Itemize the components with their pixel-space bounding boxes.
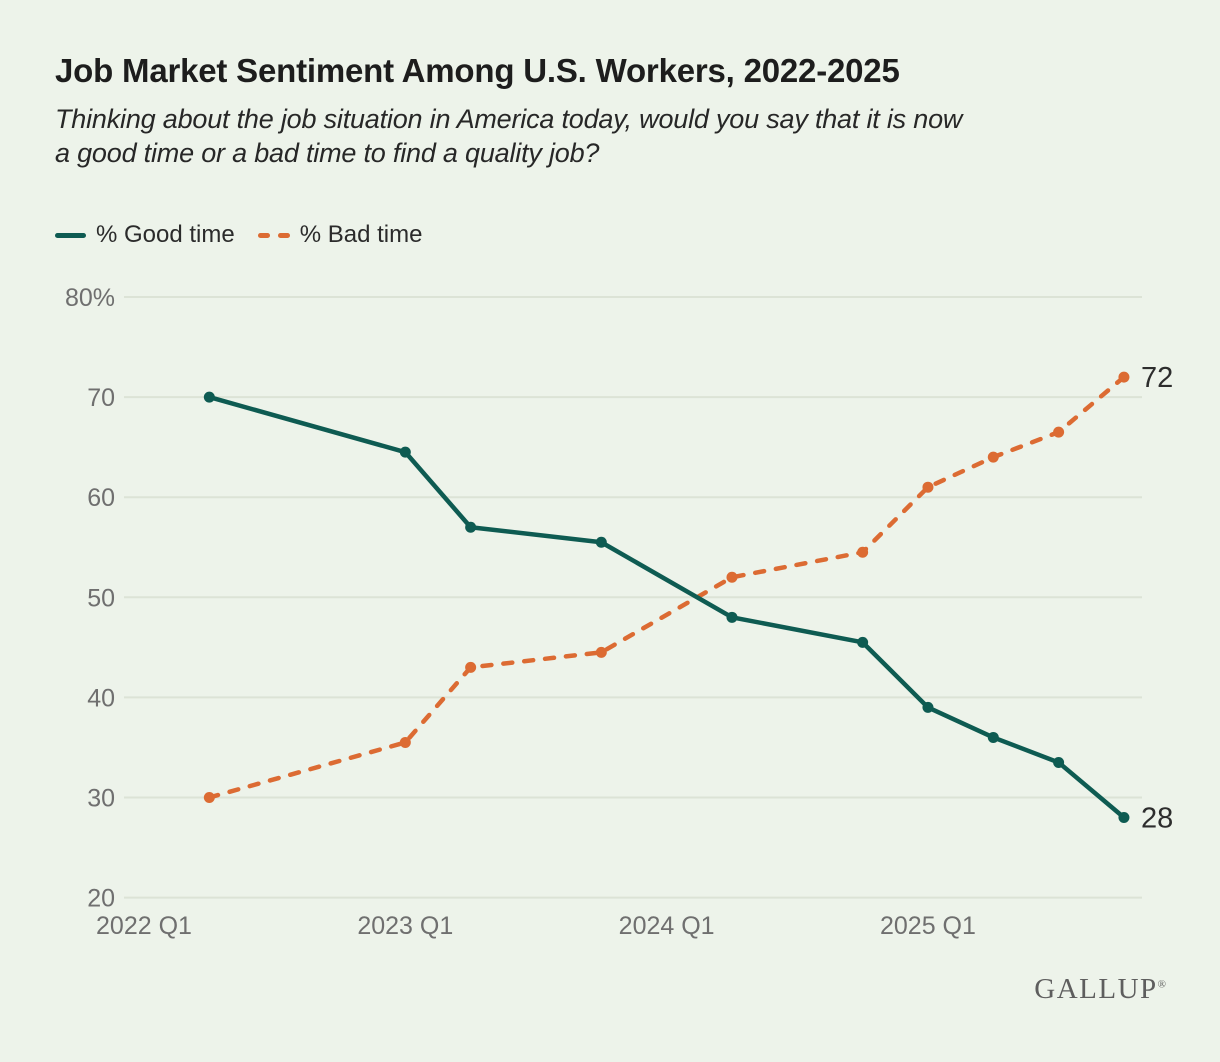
gallup-wordmark: GALLUP — [1034, 973, 1158, 1005]
survey-question-line-1: Thinking about the job situation in Amer… — [55, 104, 963, 134]
bad-time-point — [1053, 426, 1065, 438]
y-tick-label: 20 — [87, 885, 115, 913]
bad-time-point — [203, 792, 215, 803]
bad-time-line — [207, 374, 1127, 800]
survey-question: Thinking about the job situation in Amer… — [55, 102, 962, 170]
good-time-point — [726, 611, 738, 623]
legend-item-good-time: % Good time — [55, 221, 235, 249]
good-time-point — [399, 446, 411, 458]
bad-time-end-label: 72 — [1141, 362, 1173, 394]
bad-time-dashed-line-icon — [257, 232, 290, 238]
good-time-line-icon — [55, 232, 86, 238]
y-tick-label: 70 — [87, 384, 115, 412]
legend-label-bad-time: % Bad time — [299, 221, 423, 248]
legend: % Good time % Bad time — [55, 220, 422, 250]
good-time-point — [857, 636, 869, 648]
y-tick-label: 50 — [87, 584, 115, 612]
bad-time-point — [399, 736, 411, 748]
bad-time-point — [987, 451, 999, 463]
bad-time-point — [465, 661, 477, 673]
y-tick-label: 60 — [87, 484, 115, 512]
good-time-point — [922, 701, 934, 713]
dash — [277, 232, 290, 238]
good-time-line — [207, 394, 1127, 820]
good-time-point — [1053, 756, 1065, 768]
good-time-point — [595, 536, 607, 548]
y-tick-label: 30 — [87, 785, 115, 813]
bad-time-point — [922, 481, 934, 493]
survey-question-line-2: a good time or a bad time to find a qual… — [55, 138, 600, 168]
bad-time-point — [857, 546, 869, 558]
y-tick-label: 80% — [65, 284, 115, 312]
x-tick-label: 2022 Q1 — [96, 912, 192, 940]
bad-time-point — [726, 571, 738, 583]
registered-trademark-icon: ® — [1157, 978, 1166, 991]
good-time-end-label: 28 — [1141, 803, 1173, 835]
y-tick-label: 40 — [87, 684, 115, 712]
x-tick-label: 2025 Q1 — [880, 912, 976, 940]
legend-item-bad-time: % Bad time — [257, 221, 423, 249]
gallup-logo: GALLUP® — [1034, 973, 1166, 1006]
good-time-point — [465, 521, 477, 533]
legend-label-good-time: % Good time — [96, 221, 235, 248]
page-title: Job Market Sentiment Among U.S. Workers,… — [55, 52, 900, 89]
x-tick-label: 2023 Q1 — [357, 912, 453, 940]
good-time-point — [987, 731, 999, 743]
bad-time-point — [1118, 371, 1130, 383]
good-time-point — [203, 391, 215, 403]
good-time-point — [1118, 812, 1130, 824]
x-tick-label: 2024 Q1 — [619, 912, 715, 940]
dash — [257, 232, 270, 238]
bad-time-point — [595, 646, 607, 658]
solid-dash — [55, 232, 86, 238]
